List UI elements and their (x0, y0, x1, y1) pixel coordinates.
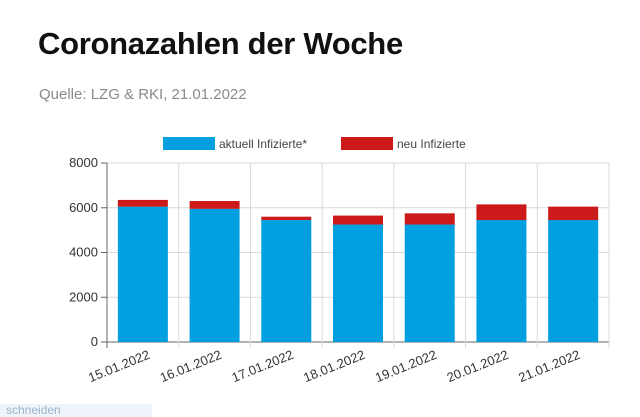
bar-aktuell-5 (476, 220, 527, 342)
bar-aktuell-4 (404, 224, 455, 342)
x-tick-label: 16.01.2022 (158, 347, 224, 385)
bar-neu-2 (261, 216, 312, 221)
bar-neu-3 (333, 215, 383, 225)
chart-legend: aktuell Infizierte* neu Infizierte (163, 137, 466, 151)
bar-neu-0 (117, 199, 168, 207)
page-title: Coronazahlen der Woche (38, 26, 403, 61)
y-tick-label: 8000 (69, 155, 98, 170)
bar-neu-1 (189, 201, 240, 209)
x-tick-label: 21.01.2022 (516, 347, 582, 385)
bar-neu-6 (548, 206, 599, 221)
legend-swatch-0 (163, 137, 215, 150)
source-line: Quelle: LZG & RKI, 21.01.2022 (39, 86, 247, 103)
legend-swatch-1 (341, 137, 393, 150)
y-tick-label: 4000 (69, 245, 98, 260)
bar-aktuell-3 (333, 224, 383, 342)
bar-aktuell-0 (117, 206, 168, 342)
y-tick-label: 0 (91, 334, 98, 349)
x-tick-label: 19.01.2022 (373, 347, 439, 385)
legend-label-0: aktuell Infizierte* (219, 137, 307, 151)
bar-neu-4 (404, 213, 455, 225)
footer-text-fragment: schneiden (6, 403, 61, 417)
bar-neu-5 (476, 204, 527, 221)
x-tick-label: 17.01.2022 (229, 347, 295, 385)
bar-aktuell-1 (189, 208, 240, 342)
x-tick-label: 15.01.2022 (86, 347, 152, 385)
x-tick-label: 18.01.2022 (301, 347, 367, 385)
bar-aktuell-2 (261, 220, 312, 342)
chart-bars (117, 199, 599, 342)
bar-aktuell-6 (548, 220, 599, 342)
y-tick-label: 6000 (69, 200, 98, 215)
y-tick-label: 2000 (69, 289, 98, 304)
legend-label-1: neu Infizierte (397, 137, 466, 151)
footer-strip (0, 404, 152, 417)
x-tick-label: 20.01.2022 (445, 347, 511, 385)
